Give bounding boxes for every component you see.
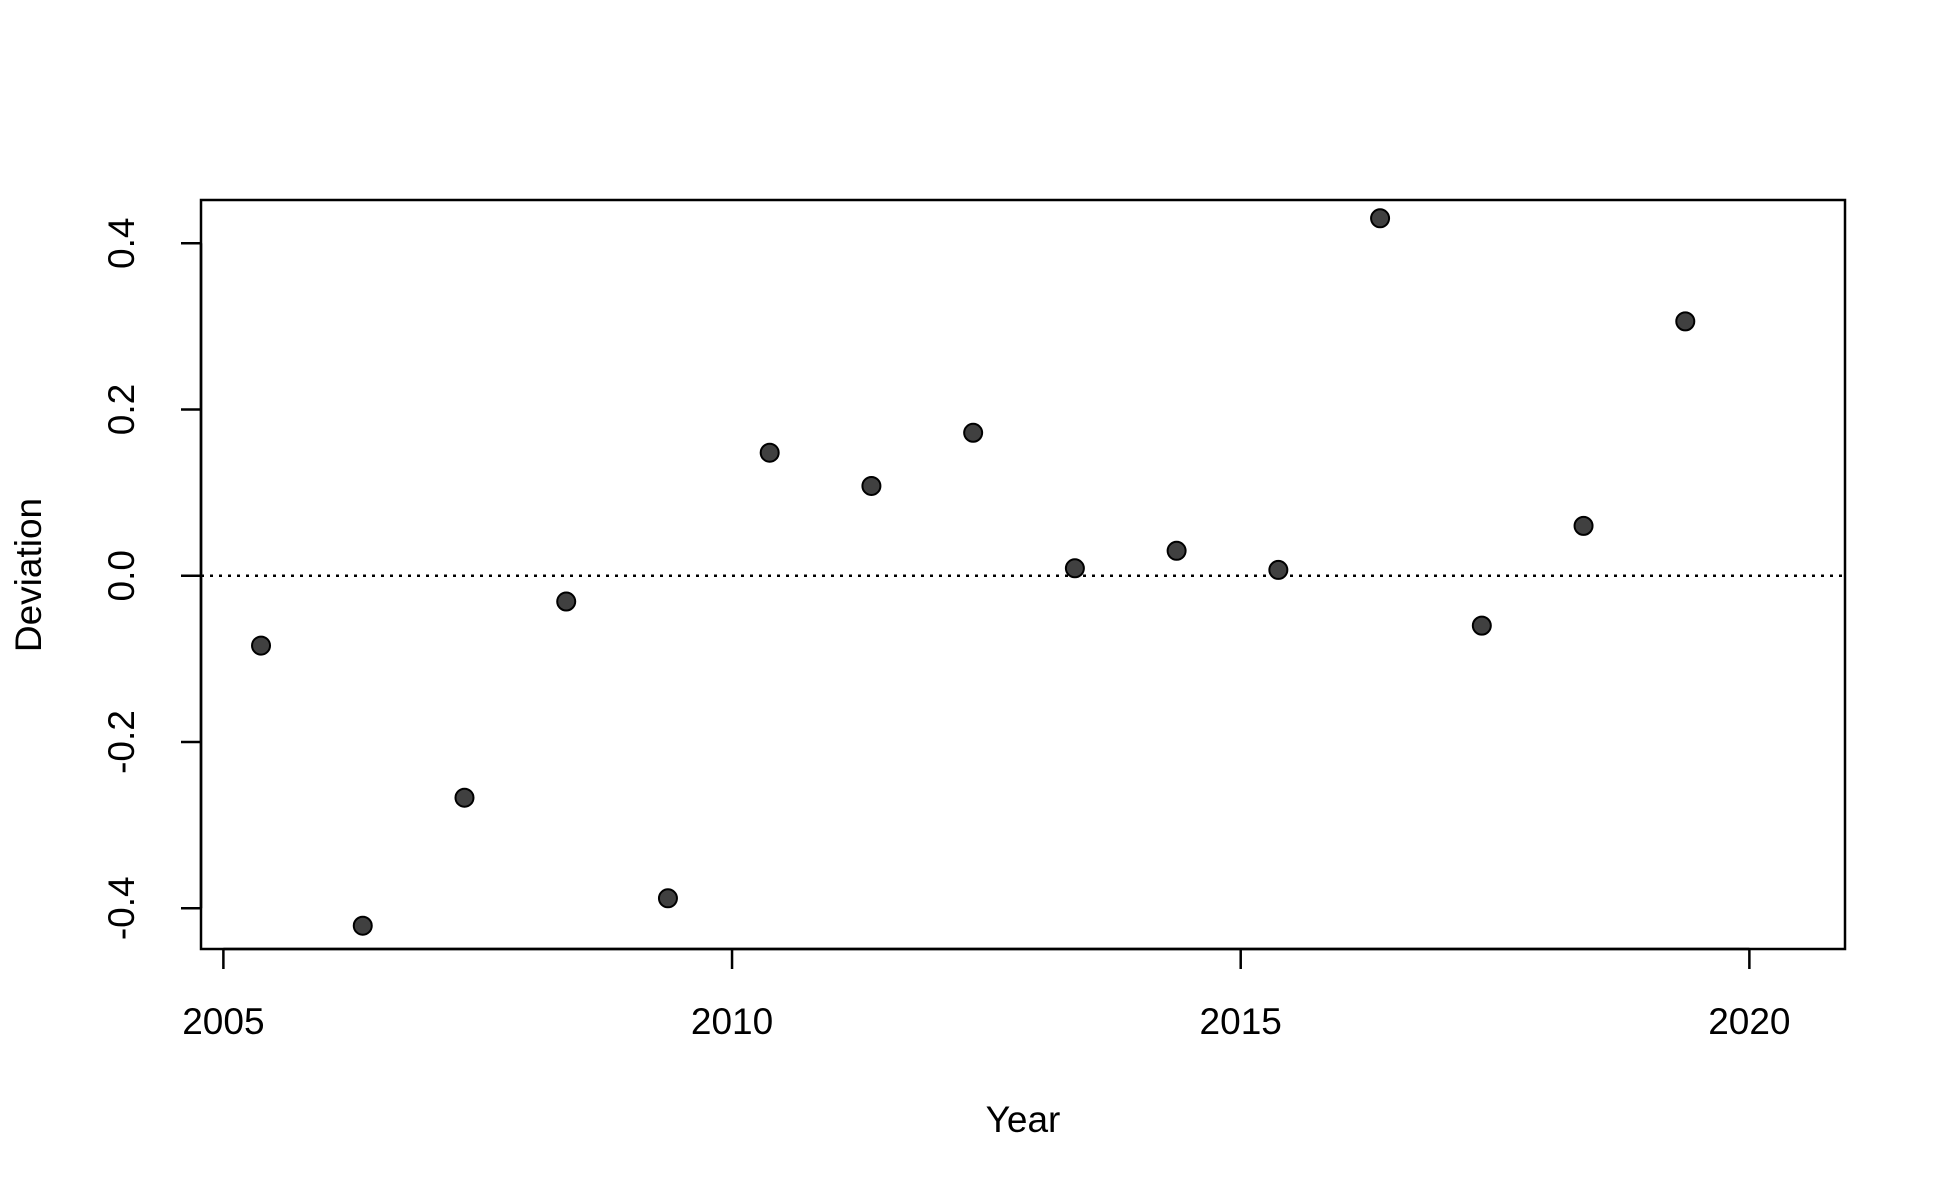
- point: [1471, 615, 1492, 636]
- point: [1064, 558, 1085, 579]
- point: [759, 442, 780, 463]
- point: [454, 787, 475, 808]
- y-tick-label: 0.4: [101, 218, 142, 269]
- point: [861, 475, 882, 496]
- y-tick-label: 0.2: [101, 384, 142, 435]
- x-tick-label: 2015: [1200, 1001, 1282, 1042]
- point: [251, 635, 272, 656]
- point: [1675, 311, 1696, 332]
- y-tick-label: -0.2: [101, 710, 142, 774]
- x-tick-label: 2020: [1708, 1001, 1790, 1042]
- x-tick-label: 2005: [182, 1001, 264, 1042]
- point: [1573, 515, 1594, 536]
- point: [556, 591, 577, 612]
- y-axis-title: Deviation: [8, 498, 49, 652]
- y-tick-label: 0.0: [101, 550, 142, 601]
- point: [963, 422, 984, 443]
- x-tick-label: 2010: [691, 1001, 773, 1042]
- y-tick-label: -0.4: [101, 876, 142, 940]
- point: [352, 915, 373, 936]
- point: [657, 888, 678, 909]
- point: [1370, 208, 1391, 229]
- x-axis-title: Year: [986, 1099, 1061, 1140]
- point: [1166, 540, 1187, 561]
- point: [1268, 559, 1289, 580]
